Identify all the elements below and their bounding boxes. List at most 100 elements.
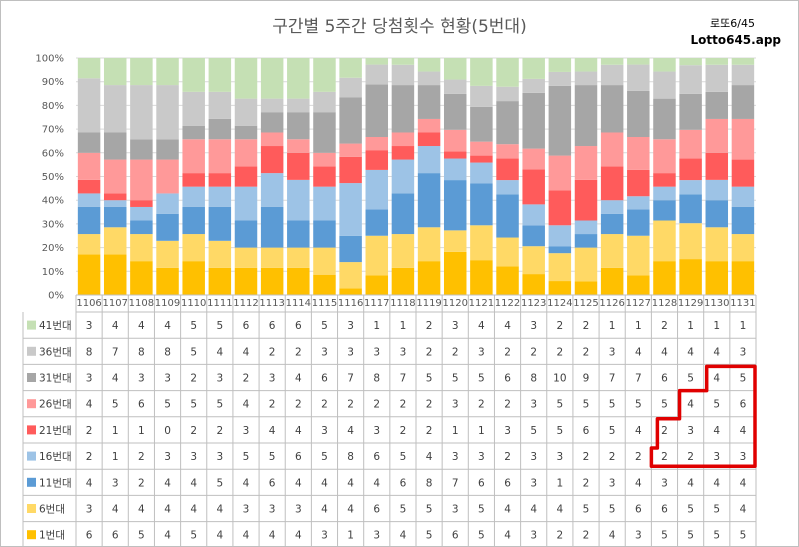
- table-cell-value: 3: [347, 320, 354, 332]
- bar-segment: [417, 146, 441, 174]
- table-cell-value: 5: [713, 399, 720, 411]
- bar-segment: [731, 234, 755, 262]
- bar-segment: [653, 139, 676, 174]
- bar-segment: [287, 220, 310, 248]
- table-cell-value: 3: [373, 530, 380, 542]
- bar-segment: [234, 139, 258, 167]
- table-cell-value: 1: [478, 425, 485, 437]
- table-cell-value: 4: [190, 504, 197, 516]
- table-cell-value: 3: [530, 530, 537, 542]
- table-cell-value: 2: [583, 451, 590, 463]
- bar-segment: [443, 251, 467, 295]
- legend-label: 16번대: [39, 451, 72, 463]
- table-cell-value: 4: [86, 477, 93, 489]
- bar-segment: [156, 159, 179, 194]
- legend-swatch: [27, 399, 36, 409]
- bar-segment: [182, 206, 205, 235]
- bar-segment: [705, 261, 729, 295]
- bar-segment: [705, 91, 729, 119]
- table-cell-value: 5: [164, 399, 171, 411]
- table-cell-value: 4: [713, 373, 720, 385]
- bar-segment: [470, 85, 493, 107]
- bar-segment: [705, 118, 729, 153]
- table-cell-value: 4: [112, 504, 119, 516]
- legend-swatch: [27, 346, 36, 356]
- bar-segment: [443, 180, 467, 231]
- table-cell-value: 5: [452, 373, 459, 385]
- bar-segment: [574, 179, 598, 221]
- legend-label: 11번대: [39, 477, 72, 489]
- bar-segment: [156, 240, 179, 268]
- bar-segment: [260, 267, 284, 295]
- table-cell-value: 6: [400, 477, 407, 489]
- table-cell-value: 2: [557, 530, 564, 542]
- table-cell-value: 4: [164, 320, 171, 332]
- table-cell-value: 5: [713, 530, 720, 542]
- table-cell-value: 4: [295, 530, 302, 542]
- bar-segment: [731, 206, 755, 235]
- bar-segment: [679, 259, 702, 295]
- table-cell-value: 5: [217, 399, 224, 411]
- table-cell-value: 2: [530, 346, 537, 358]
- legend-label: 31번대: [39, 373, 72, 385]
- legend-label: 6번대: [39, 504, 65, 516]
- bar-segment: [365, 235, 389, 276]
- bar-segment: [653, 58, 676, 72]
- table-cell-value: 3: [400, 346, 407, 358]
- bar-segment: [103, 159, 127, 194]
- table-cell-value: 5: [321, 451, 328, 463]
- bar-segment: [130, 159, 153, 201]
- bar-segment: [574, 234, 598, 248]
- table-cell-value: 3: [164, 451, 171, 463]
- table-cell-value: 4: [190, 477, 197, 489]
- bar-segment: [548, 225, 572, 247]
- bar-segment: [365, 58, 389, 65]
- table-cell-value: 2: [190, 373, 197, 385]
- table-cell-value: 5: [400, 451, 407, 463]
- chart-title: 구간별 5주간 당첨횟수 현황(5번대): [272, 17, 527, 37]
- bar-segment: [313, 58, 336, 92]
- y-tick-label: 20%: [42, 243, 64, 254]
- bar-segment: [548, 71, 572, 86]
- bar-segment: [522, 92, 545, 149]
- bar-segment: [339, 97, 362, 144]
- bar-segment: [365, 64, 389, 85]
- bar-segment: [391, 159, 415, 194]
- bar-segment: [287, 179, 310, 221]
- table-cell-value: 7: [609, 373, 616, 385]
- bar-segment: [77, 234, 101, 255]
- bar-segment: [496, 266, 519, 295]
- table-cell-value: 2: [373, 399, 380, 411]
- bar-segment: [679, 129, 702, 159]
- bar-segment: [417, 173, 441, 228]
- bar-segment: [574, 146, 598, 180]
- bar-segment: [339, 156, 362, 184]
- table-cell-value: 2: [583, 477, 590, 489]
- table-cell-value: 5: [583, 399, 590, 411]
- bar-segment: [208, 91, 232, 119]
- bar-segment: [208, 206, 232, 241]
- bar-segment: [103, 132, 127, 160]
- table-cell-value: 4: [478, 320, 485, 332]
- table-cell-value: 5: [557, 399, 564, 411]
- bar-segment: [103, 85, 127, 133]
- table-cell-value: 2: [243, 373, 250, 385]
- bar-segment: [417, 118, 441, 133]
- bar-segment: [77, 78, 101, 133]
- bar-segment: [287, 112, 310, 140]
- table-cell-value: 4: [713, 425, 720, 437]
- table-cell-value: 5: [557, 425, 564, 437]
- bar-segment: [234, 98, 258, 126]
- table-cell-value: 4: [243, 530, 250, 542]
- table-cell-value: 9: [583, 373, 590, 385]
- x-tick-label: 1114: [286, 298, 311, 309]
- bar-segment: [600, 234, 624, 268]
- bar-segment: [600, 267, 624, 295]
- bar-segment: [470, 58, 493, 86]
- brand-label-korean: 로또6/45: [710, 17, 755, 30]
- table-cell-value: 6: [138, 399, 145, 411]
- x-tick-label: 1109: [155, 298, 180, 309]
- bar-segment: [443, 93, 467, 130]
- legend-swatch: [27, 530, 36, 540]
- table-cell-value: 7: [635, 373, 642, 385]
